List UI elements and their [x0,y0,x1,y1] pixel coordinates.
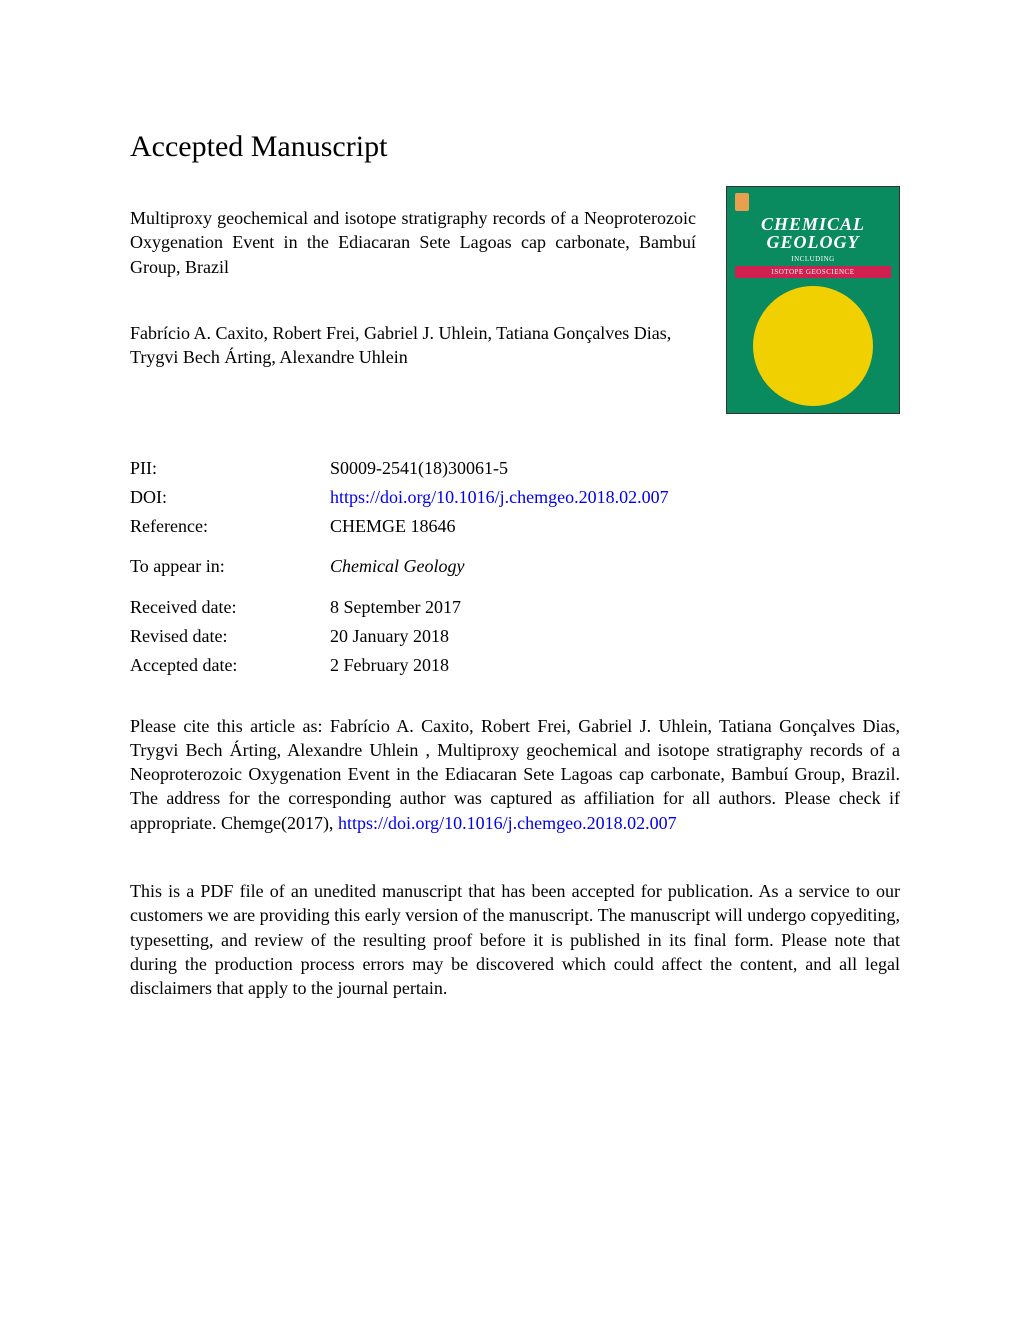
spacer [130,581,900,593]
journal-cover-thumbnail: CHEMICAL GEOLOGY INCLUDING ISOTOPE GEOSC… [726,186,900,414]
top-section: Multiproxy geochemical and isotope strat… [130,206,900,414]
meta-row-doi: DOI: https://doi.org/10.1016/j.chemgeo.2… [130,483,900,512]
cover-footer [727,404,899,409]
ref-label: Reference: [130,512,330,541]
revised-value: 20 January 2018 [330,622,900,651]
page-title: Accepted Manuscript [130,130,900,164]
appear-label: To appear in: [130,552,330,581]
cover-section-banner: ISOTOPE GEOSCIENCE [735,266,891,278]
cover-circle-graphic [753,286,873,406]
doi-link[interactable]: https://doi.org/10.1016/j.chemgeo.2018.0… [330,483,900,512]
cover-title-line2: GEOLOGY [767,232,860,252]
cover-subtitle: INCLUDING [727,255,899,263]
citation-doi-link[interactable]: https://doi.org/10.1016/j.chemgeo.2018.0… [338,813,677,833]
elsevier-tree-icon [735,193,749,211]
received-value: 8 September 2017 [330,593,900,622]
appear-value: Chemical Geology [330,552,900,581]
accepted-value: 2 February 2018 [330,651,900,680]
article-authors: Fabrício A. Caxito, Robert Frei, Gabriel… [130,321,696,370]
meta-row-revised: Revised date: 20 January 2018 [130,622,900,651]
citation-paragraph: Please cite this article as: Fabrício A.… [130,714,900,835]
received-label: Received date: [130,593,330,622]
accepted-label: Accepted date: [130,651,330,680]
metadata-table: PII: S0009-2541(18)30061-5 DOI: https://… [130,454,900,680]
disclaimer-paragraph: This is a PDF file of an unedited manusc… [130,879,900,1000]
meta-row-accepted: Accepted date: 2 February 2018 [130,651,900,680]
pii-value: S0009-2541(18)30061-5 [330,454,900,483]
page-container: Accepted Manuscript Multiproxy geochemic… [0,0,1020,1001]
revised-label: Revised date: [130,622,330,651]
cover-editor-text [763,384,863,389]
article-title: Multiproxy geochemical and isotope strat… [130,206,696,279]
pii-label: PII: [130,454,330,483]
cover-title-line1: CHEMICAL [761,214,865,234]
meta-row-received: Received date: 8 September 2017 [130,593,900,622]
meta-row-ref: Reference: CHEMGE 18646 [130,512,900,541]
cover-title: CHEMICAL GEOLOGY [727,187,899,251]
title-author-block: Multiproxy geochemical and isotope strat… [130,206,696,369]
ref-value: CHEMGE 18646 [330,512,900,541]
doi-label: DOI: [130,483,330,512]
meta-row-appear: To appear in: Chemical Geology [130,552,900,581]
spacer [130,540,900,552]
meta-row-pii: PII: S0009-2541(18)30061-5 [130,454,900,483]
